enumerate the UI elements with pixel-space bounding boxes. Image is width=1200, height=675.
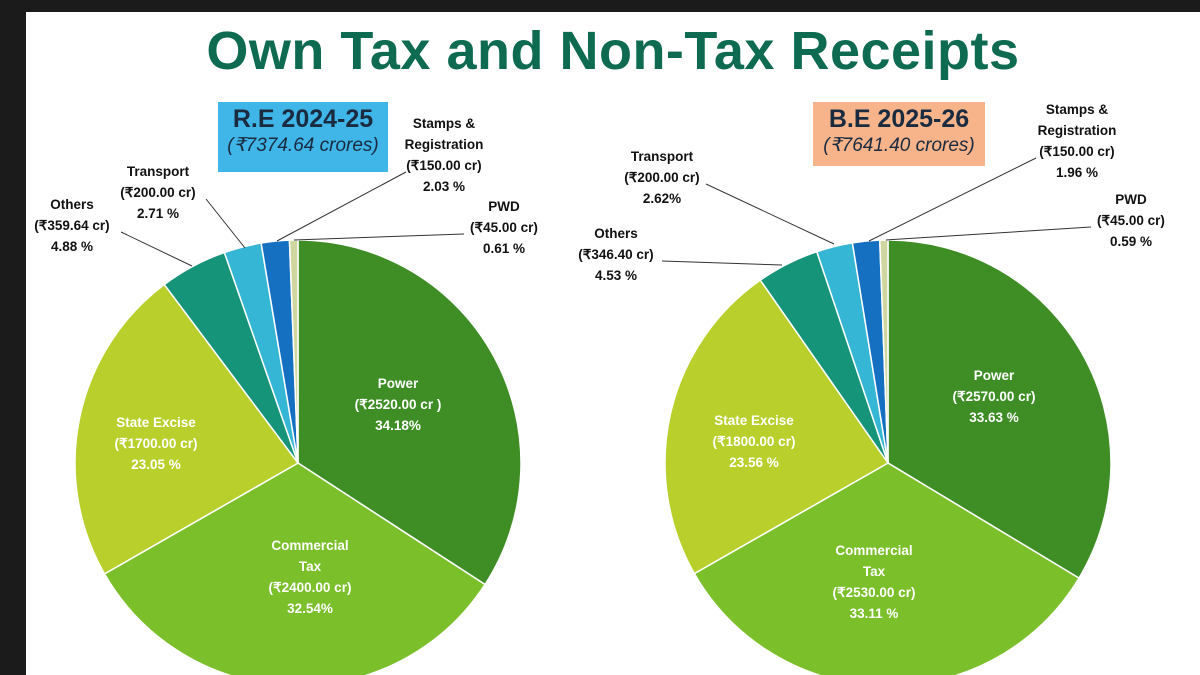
slice-label-state-excise: State Excise (₹1800.00 cr) 23.56 % xyxy=(713,413,796,470)
svg-text:Stamps &Registration(₹150.00 c: Stamps & Registration (₹150.00 cr) 1.96 % xyxy=(1038,102,1117,180)
svg-text:State Excise(₹1700.00 cr)23.05: State Excise (₹1700.00 cr) 23.05 % xyxy=(115,415,198,472)
period-box-be: B.E 2025-26 (₹7641.40 crores) xyxy=(813,102,985,166)
svg-text:PWD(₹45.00 cr)0.61 %: PWD (₹45.00 cr) 0.61 % xyxy=(470,199,538,256)
slice-label-transport: Transport (₹200.00 cr) 2.71 % xyxy=(120,164,195,221)
period-total-be: (₹7641.40 crores) xyxy=(823,135,975,156)
slice-label-pwd: PWD (₹45.00 cr) 0.59 % xyxy=(1097,192,1165,249)
slice-label-state-excise: State Excise (₹1700.00 cr) 23.05 % xyxy=(115,415,198,472)
slice-label-pwd: PWD (₹45.00 cr) 0.61 % xyxy=(470,199,538,256)
leader-line-transport xyxy=(205,198,246,249)
svg-text:Transport(₹200.00 cr)2.62%: Transport (₹200.00 cr) 2.62% xyxy=(624,149,699,206)
pie-slice-power xyxy=(887,239,1112,580)
svg-text:Others(₹359.64 cr)4.88 %: Others (₹359.64 cr) 4.88 % xyxy=(34,197,109,254)
svg-text:PWD(₹45.00 cr)0.59 %: PWD (₹45.00 cr) 0.59 % xyxy=(1097,192,1165,249)
svg-text:Transport(₹200.00 cr)2.71 %: Transport (₹200.00 cr) 2.71 % xyxy=(120,164,195,221)
leader-line-pwd xyxy=(885,226,1092,241)
leader-line-others xyxy=(120,231,193,267)
leader-line-stamps-registration xyxy=(276,171,407,242)
period-title-be: B.E 2025-26 xyxy=(828,105,970,133)
slice-label-stamps-registration: Stamps & Registration (₹150.00 cr) 2.03 % xyxy=(405,116,484,194)
leader-line-transport xyxy=(705,183,835,245)
pie-slice-state-excise xyxy=(664,279,890,575)
leader-line-others xyxy=(661,260,783,266)
slide: Own Tax and Non-Tax Receipts Power (₹2520… xyxy=(26,12,1200,675)
slice-label-power: Power (₹2570.00 cr) 33.63 % xyxy=(953,368,1036,425)
slice-label-others: Others (₹346.40 cr) 4.53 % xyxy=(578,226,653,283)
slice-label-commercial-tax: Commercial Tax (₹2530.00 cr) 33.11 % xyxy=(833,543,916,621)
pie-slice-commercial-tax xyxy=(693,462,1081,675)
page-title: Own Tax and Non-Tax Receipts xyxy=(206,21,1020,81)
slice-label-commercial-tax: Commercial Tax (₹2400.00 cr) 32.54% xyxy=(269,538,352,616)
svg-text:Stamps &Registration(₹150.00 c: Stamps & Registration (₹150.00 cr) 2.03 % xyxy=(405,116,484,194)
svg-text:Power(₹2520.00 cr )34.18%: Power (₹2520.00 cr ) 34.18% xyxy=(355,376,442,433)
slice-label-transport: Transport (₹200.00 cr) 2.62% xyxy=(624,149,699,206)
slice-label-others: Others (₹359.64 cr) 4.88 % xyxy=(34,197,109,254)
svg-text:Others(₹346.40 cr)4.53 %: Others (₹346.40 cr) 4.53 % xyxy=(578,226,653,283)
slice-label-stamps-registration: Stamps & Registration (₹150.00 cr) 1.96 % xyxy=(1038,102,1117,180)
slice-label-power: Power (₹2520.00 cr ) 34.18% xyxy=(355,376,442,433)
leader-line-pwd xyxy=(293,233,465,241)
pie-charts: Power (₹2520.00 cr ) 34.18% Commercial Tax (₹… xyxy=(34,102,1165,675)
svg-text:State Excise(₹1800.00 cr)23.56: State Excise (₹1800.00 cr) 23.56 % xyxy=(713,413,796,470)
svg-text:Power(₹2570.00 cr)33.63 %: Power (₹2570.00 cr) 33.63 % xyxy=(953,368,1036,425)
period-total-re: (₹7374.64 crores) xyxy=(227,135,379,156)
pie-slice-state-excise xyxy=(74,283,300,575)
pie-slice-commercial-tax xyxy=(103,462,487,675)
period-title-re: R.E 2024-25 xyxy=(232,105,374,133)
period-box-re: R.E 2024-25 (₹7374.64 crores) xyxy=(218,102,388,172)
leader-line-stamps-registration xyxy=(868,157,1037,242)
